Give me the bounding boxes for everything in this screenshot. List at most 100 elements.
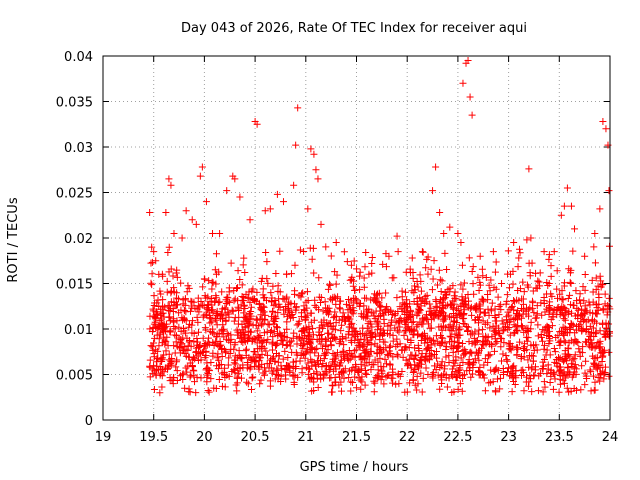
data-point <box>385 343 393 351</box>
data-point <box>188 361 196 369</box>
data-point <box>207 375 215 383</box>
data-point <box>297 340 305 348</box>
data-point <box>515 254 523 262</box>
data-point <box>195 308 203 316</box>
data-point <box>463 367 471 375</box>
data-point <box>204 386 212 394</box>
data-point <box>326 337 334 345</box>
data-point <box>561 316 569 324</box>
data-point <box>186 336 194 344</box>
data-point <box>147 342 155 350</box>
data-point <box>310 378 318 386</box>
data-point <box>389 353 397 361</box>
data-point <box>226 298 234 306</box>
data-point <box>413 386 421 394</box>
data-point <box>597 277 605 285</box>
data-point <box>489 248 497 256</box>
data-point <box>165 302 173 310</box>
data-point <box>476 363 484 371</box>
data-point <box>214 298 222 306</box>
data-point <box>427 265 435 273</box>
data-point <box>328 358 336 366</box>
data-point <box>224 361 232 369</box>
data-point <box>572 287 580 295</box>
data-point <box>471 328 479 336</box>
data-point <box>169 374 177 382</box>
data-point <box>193 305 201 313</box>
data-point <box>187 371 195 379</box>
data-point <box>386 342 394 350</box>
data-point <box>566 353 574 361</box>
data-point <box>510 321 518 329</box>
data-point <box>225 331 233 339</box>
data-point <box>404 362 412 370</box>
data-point <box>398 368 406 376</box>
data-point <box>576 348 584 356</box>
data-point <box>510 297 518 305</box>
data-point <box>289 314 297 322</box>
data-point <box>443 343 451 351</box>
data-point <box>348 338 356 346</box>
data-point <box>325 320 333 328</box>
data-point <box>225 288 233 296</box>
data-point <box>185 320 193 328</box>
data-point <box>441 315 449 323</box>
data-point <box>450 318 458 326</box>
data-point <box>356 286 364 294</box>
data-point <box>571 351 579 359</box>
data-point <box>187 297 195 305</box>
data-point <box>599 118 607 126</box>
data-point <box>419 248 427 256</box>
data-point <box>161 364 169 372</box>
data-point <box>509 373 517 381</box>
data-point <box>298 369 306 377</box>
data-point <box>514 307 522 315</box>
data-point <box>364 337 372 345</box>
data-point <box>181 295 189 303</box>
data-point <box>313 357 321 365</box>
data-point <box>441 249 449 257</box>
data-point <box>410 297 418 305</box>
data-point <box>404 323 412 331</box>
data-point <box>212 292 220 300</box>
data-point <box>352 384 360 392</box>
data-point <box>270 353 278 361</box>
data-point <box>337 368 345 376</box>
data-point <box>553 285 561 293</box>
data-point <box>194 318 202 326</box>
data-point <box>566 329 574 337</box>
data-point <box>543 278 551 286</box>
data-point <box>544 361 552 369</box>
data-point <box>310 269 318 277</box>
data-point <box>589 324 597 332</box>
data-point <box>560 202 568 210</box>
data-point <box>361 362 369 370</box>
data-point <box>373 326 381 334</box>
data-point <box>481 387 489 395</box>
data-point <box>344 351 352 359</box>
data-point <box>269 317 277 325</box>
data-point <box>172 358 180 366</box>
data-point <box>339 312 347 320</box>
data-point <box>281 371 289 379</box>
data-point <box>276 247 284 255</box>
data-point <box>580 309 588 317</box>
data-point <box>560 303 568 311</box>
data-point <box>165 350 173 358</box>
data-point <box>197 374 205 382</box>
data-point <box>406 300 414 308</box>
data-point <box>419 374 427 382</box>
data-point <box>155 342 163 350</box>
data-point <box>346 355 354 363</box>
y-tick-label: 0.03 <box>64 141 93 156</box>
data-point <box>592 330 600 338</box>
data-point <box>291 290 299 298</box>
y-tick-label: 0.005 <box>56 369 93 384</box>
data-point <box>149 305 157 313</box>
data-point <box>297 336 305 344</box>
data-point <box>511 298 519 306</box>
data-point <box>384 351 392 359</box>
data-point <box>213 307 221 315</box>
data-point <box>402 268 410 276</box>
data-point <box>207 358 215 366</box>
